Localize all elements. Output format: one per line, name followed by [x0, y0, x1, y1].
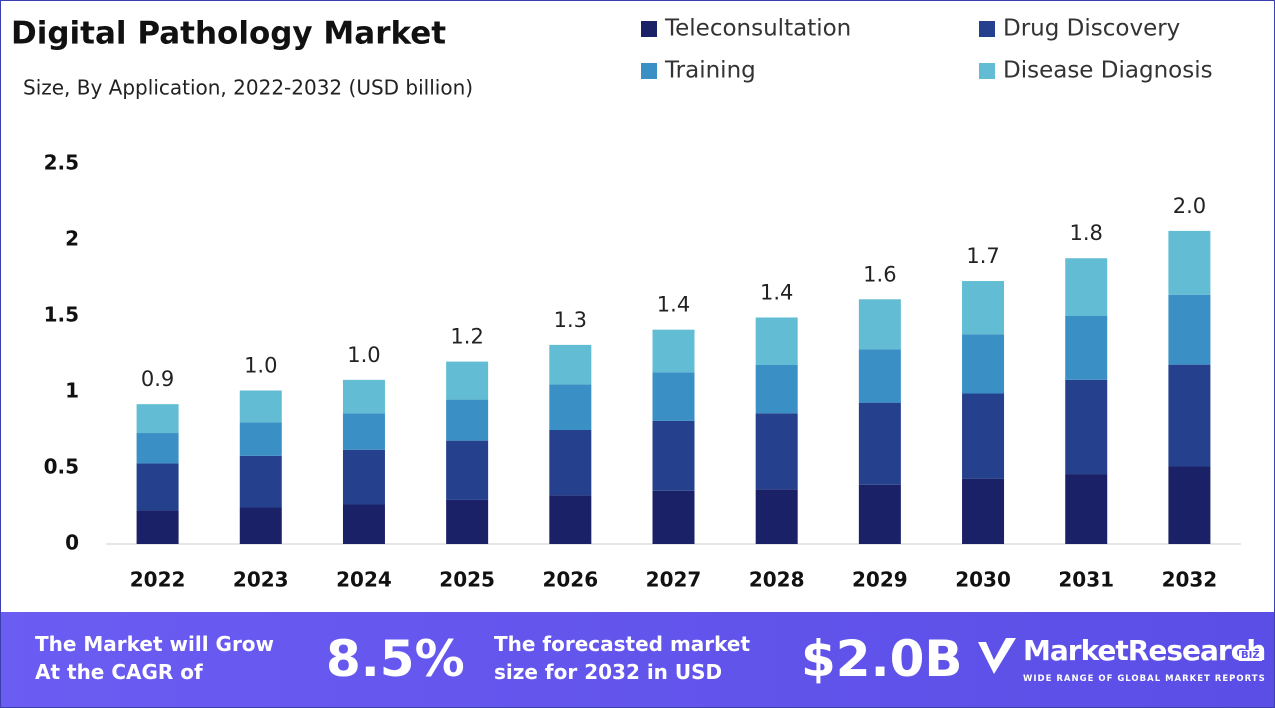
bar-segment	[239, 455, 282, 508]
total-label: 1.6	[863, 262, 896, 286]
cagr-value: 8.5%	[326, 630, 465, 688]
total-label: 1.0	[347, 343, 380, 367]
brand: MarketResearch	[1023, 634, 1266, 667]
bar-segment	[342, 413, 385, 450]
y-tick-label: 2	[65, 227, 79, 251]
bar-segment	[446, 399, 489, 441]
bar-segment	[755, 489, 798, 544]
brand-suffix: BIZ	[1239, 650, 1262, 661]
bar-segment	[858, 402, 901, 485]
bar-segment	[1168, 466, 1211, 544]
legend-swatch	[979, 63, 995, 79]
bar-segment	[962, 334, 1005, 394]
y-tick-label: 0.5	[44, 455, 79, 479]
bar-segment	[652, 420, 695, 491]
total-label: 1.0	[244, 353, 277, 377]
bar-segment	[858, 484, 901, 544]
footer-banner: The Market will Grow At the CAGR of 8.5%…	[1, 612, 1274, 707]
y-tick-label: 1	[65, 379, 79, 403]
bar-segment	[446, 499, 489, 544]
x-tick-label: 2024	[336, 568, 392, 592]
bar-segment	[239, 507, 282, 544]
bar-segment	[342, 504, 385, 544]
legend-label: Training	[664, 58, 756, 84]
legend-label: Disease Diagnosis	[1003, 58, 1213, 84]
bar-segment	[652, 329, 695, 373]
x-tick-label: 2022	[130, 568, 186, 592]
total-label: 1.4	[657, 293, 690, 317]
total-label: 1.7	[966, 244, 999, 268]
x-tick-label: 2026	[542, 568, 598, 592]
bar-segment	[136, 510, 179, 544]
bar-segment	[1065, 474, 1108, 544]
legend-swatch	[979, 21, 995, 37]
total-label: 1.4	[760, 281, 793, 305]
chart-subtitle: Size, By Application, 2022-2032 (USD bil…	[23, 76, 473, 100]
x-tick-label: 2030	[955, 568, 1011, 592]
total-label: 0.9	[141, 367, 174, 391]
total-label: 1.2	[450, 325, 483, 349]
bar-segment	[239, 390, 282, 423]
chart: Digital Pathology Market Size, By Applic…	[11, 16, 1241, 592]
bar-segment	[342, 449, 385, 505]
bar-segment	[1168, 294, 1211, 365]
bar-segment	[962, 478, 1005, 544]
bar-segment	[1168, 364, 1211, 467]
x-tick-label: 2027	[646, 568, 702, 592]
bar-segment	[652, 490, 695, 544]
bar-segment	[239, 422, 282, 456]
bar-segment	[755, 364, 798, 414]
bar-segment	[1065, 316, 1108, 380]
total-label: 1.3	[554, 308, 587, 332]
bar-segment	[136, 433, 179, 464]
bar-segment	[342, 379, 385, 414]
brand-logo	[978, 638, 1016, 674]
bar-segment	[446, 361, 489, 400]
x-tick-label: 2028	[749, 568, 805, 592]
legend-swatch	[641, 21, 657, 37]
legend-label: Teleconsultation	[664, 16, 851, 42]
bar-segment	[755, 413, 798, 490]
tagline: WIDE RANGE OF GLOBAL MARKET REPORTS	[1023, 674, 1266, 684]
y-tick-label: 0	[65, 531, 79, 555]
bar-segment	[858, 349, 901, 403]
x-tick-label: 2032	[1162, 568, 1218, 592]
bar-segment	[755, 317, 798, 365]
bar-segment	[446, 440, 489, 500]
bar-segment	[1168, 230, 1211, 295]
legend-label: Drug Discovery	[1003, 16, 1180, 42]
bar-segment	[549, 430, 592, 496]
y-tick-label: 2.5	[44, 151, 79, 175]
bar-segment	[549, 495, 592, 544]
bar-segment	[136, 463, 179, 511]
bar-segment	[652, 372, 695, 421]
bar-segment	[549, 384, 592, 430]
bar-segment	[1065, 379, 1108, 475]
bar-segment	[962, 393, 1005, 479]
bar-segment	[1065, 258, 1108, 316]
x-tick-label: 2031	[1058, 568, 1114, 592]
y-tick-label: 1.5	[44, 303, 79, 327]
chart-title: Digital Pathology Market	[11, 16, 446, 52]
x-tick-label: 2023	[233, 568, 289, 592]
x-tick-label: 2025	[439, 568, 495, 592]
cagr-text: The Market will Grow At the CAGR of	[35, 632, 275, 684]
bar-segment	[549, 344, 592, 385]
total-label: 1.8	[1070, 221, 1103, 245]
forecast-value: $2.0B	[801, 630, 963, 688]
bar-segment	[858, 299, 901, 350]
total-label: 2.0	[1173, 194, 1206, 218]
bar-segment	[136, 404, 179, 434]
legend-swatch	[641, 63, 657, 79]
x-tick-label: 2029	[852, 568, 908, 592]
forecast-text: The forecasted market size for 2032 in U…	[494, 632, 751, 684]
bar-segment	[962, 281, 1005, 335]
